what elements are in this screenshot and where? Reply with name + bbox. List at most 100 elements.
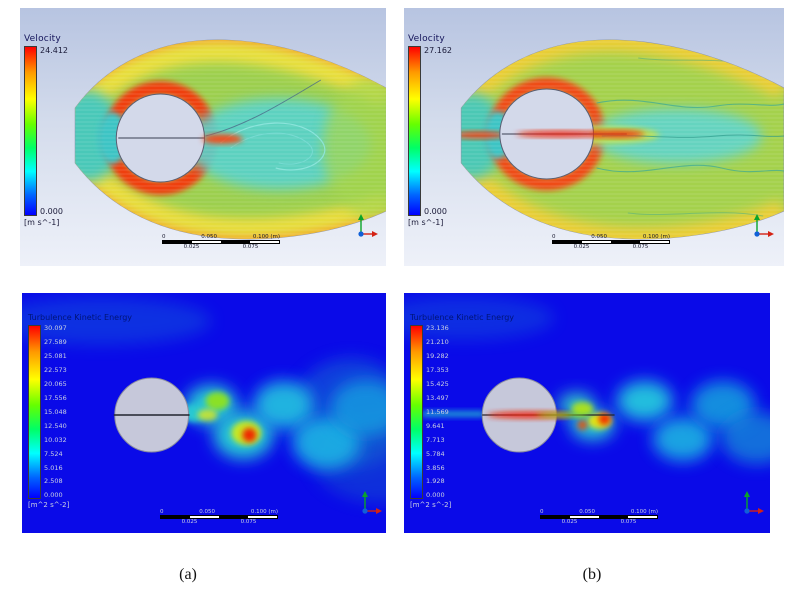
legend-tick-value: 0.000 <box>44 491 63 500</box>
scale-segment <box>190 516 219 519</box>
velocity-streamline-plot-a <box>74 39 386 240</box>
scale-label: 0.075 <box>242 244 259 251</box>
legend-tick-value: 11.569 <box>426 407 449 416</box>
scale-segment <box>248 516 277 519</box>
scale-segment <box>611 241 640 244</box>
axis-triad <box>358 214 378 237</box>
scale-label: 0.100 (m) <box>642 234 670 240</box>
colorbar <box>24 46 37 216</box>
scale-label: 0.075 <box>240 519 257 526</box>
scale-segment <box>640 241 669 244</box>
scale-label: 0.025 <box>183 244 200 251</box>
scale-label: 0.075 <box>632 244 649 251</box>
legend-tick-value: 9.641 <box>426 421 445 430</box>
legend-title: Velocity <box>24 34 61 44</box>
caption-a: (a) <box>179 566 197 583</box>
scale-label: 0.025 <box>573 244 590 251</box>
tke-contour-plot-a <box>22 293 386 533</box>
axis-triad <box>754 214 774 237</box>
legend-tick-value: 12.540 <box>44 421 67 430</box>
legend-tick-value: 17.556 <box>44 393 67 402</box>
scale-ruler: 0 0.050 0.100 (m) 0.025 0.075 <box>160 509 278 525</box>
axis-triad <box>362 491 382 514</box>
caption-b: (b) <box>582 566 602 583</box>
legend-title: Turbulence Kinetic Energy <box>410 313 515 322</box>
scale-label: 0.100 (m) <box>250 509 278 515</box>
legend-min-value: 0.000 <box>40 207 63 216</box>
velocity-legend-a: Velocity 24.412 0.000 [m s^-1] <box>24 34 68 227</box>
legend-tick-column: 30.097 27.589 25.081 22.573 20.065 17.556 15.0… <box>44 325 67 499</box>
legend-tick-value: 5.016 <box>44 463 63 472</box>
scale-segment <box>582 241 611 244</box>
legend-tick-value: 23.136 <box>426 324 449 332</box>
legend-tick-value: 20.065 <box>44 379 67 388</box>
scale-label: 0.050 <box>199 509 216 515</box>
scale-label: 0.050 <box>591 234 608 240</box>
legend-tick-value: 19.282 <box>426 351 449 360</box>
scale-segment <box>219 516 248 519</box>
legend-tick-value: 2.508 <box>44 477 63 486</box>
scale-label: 0 <box>162 234 166 240</box>
scale-bar <box>162 240 280 245</box>
legend-tick-value: 27.589 <box>44 337 67 346</box>
legend-tick-value: 30.097 <box>44 324 67 332</box>
legend-tick-value: 10.032 <box>44 435 67 444</box>
scale-label: 0.025 <box>181 519 198 526</box>
axis-triad <box>744 491 764 514</box>
panel-velocity-a: Velocity 24.412 0.000 [m s^-1] 0 0.050 0… <box>20 8 386 266</box>
tke-legend-a: Turbulence Kinetic Energy 30.097 27.589 25… <box>28 313 132 509</box>
legend-tick-value: 7.524 <box>44 449 63 458</box>
panel-tke-a: Turbulence Kinetic Energy 30.097 27.589 25… <box>22 293 386 533</box>
legend-units: [m s^-1] <box>24 218 60 227</box>
scale-segment <box>192 241 221 244</box>
scale-segment <box>553 241 582 244</box>
scale-ruler: 0 0.050 0.100 (m) 0.025 0.075 <box>162 234 280 250</box>
legend-tick-value: 7.713 <box>426 435 445 444</box>
legend-units: [m^2 s^-2] <box>410 501 452 509</box>
scale-segment <box>221 241 250 244</box>
scale-label: 0.100 (m) <box>252 234 280 240</box>
scale-label: 0 <box>160 509 164 515</box>
legend-tick-value: 21.210 <box>426 337 449 346</box>
scale-segment <box>541 516 570 519</box>
legend-title: Turbulence Kinetic Energy <box>28 313 133 322</box>
scale-ruler: 0 0.050 0.100 (m) 0.025 0.075 <box>540 509 658 525</box>
legend-tick-value: 3.856 <box>426 463 445 472</box>
legend-min-value: 0.000 <box>424 207 447 216</box>
scale-label: 0.025 <box>561 519 578 526</box>
legend-units: [m^2 s^-2] <box>28 501 70 509</box>
panel-velocity-b: Velocity 27.162 0.000 [m s^-1] 0 0.050 0… <box>404 8 784 266</box>
velocity-streamline-plot-b <box>460 39 784 240</box>
legend-title: Velocity <box>408 34 445 44</box>
legend-tick-value: 25.081 <box>44 351 67 360</box>
legend-tick-column: 23.136 21.210 19.282 17.353 15.425 13.497 11.5… <box>426 325 449 499</box>
tke-contour-plot-b <box>404 293 770 533</box>
legend-max-value: 24.412 <box>40 46 68 55</box>
scale-label: 0.075 <box>620 519 637 526</box>
scale-segment <box>161 516 190 519</box>
tke-legend-b: Turbulence Kinetic Energy 23.136 21.210 19… <box>410 313 514 509</box>
legend-tick-value: 17.353 <box>426 365 449 374</box>
legend-tick-value: 15.048 <box>44 407 67 416</box>
scale-segment <box>570 516 599 519</box>
scale-label: 0.050 <box>579 509 596 515</box>
scale-segment <box>599 516 628 519</box>
panel-tke-b: Turbulence Kinetic Energy 23.136 21.210 19… <box>404 293 770 533</box>
scale-ruler: 0 0.050 0.100 (m) 0.025 0.075 <box>552 234 670 250</box>
scale-bar <box>552 240 670 245</box>
legend-units: [m s^-1] <box>408 218 444 227</box>
legend-tick-value: 13.497 <box>426 393 449 402</box>
legend-tick-value: 15.425 <box>426 379 449 388</box>
legend-tick-value: 0.000 <box>426 491 445 500</box>
legend-max-value: 27.162 <box>424 46 452 55</box>
scale-segment <box>628 516 657 519</box>
legend-tick-value: 1.928 <box>426 477 445 486</box>
scale-bar <box>160 515 278 520</box>
scale-bar <box>540 515 658 520</box>
legend-tick-value: 5.784 <box>426 449 445 458</box>
scale-label: 0 <box>552 234 556 240</box>
scale-label: 0.100 (m) <box>630 509 658 515</box>
scale-label: 0.050 <box>201 234 218 240</box>
colorbar <box>28 325 41 499</box>
colorbar <box>408 46 421 216</box>
